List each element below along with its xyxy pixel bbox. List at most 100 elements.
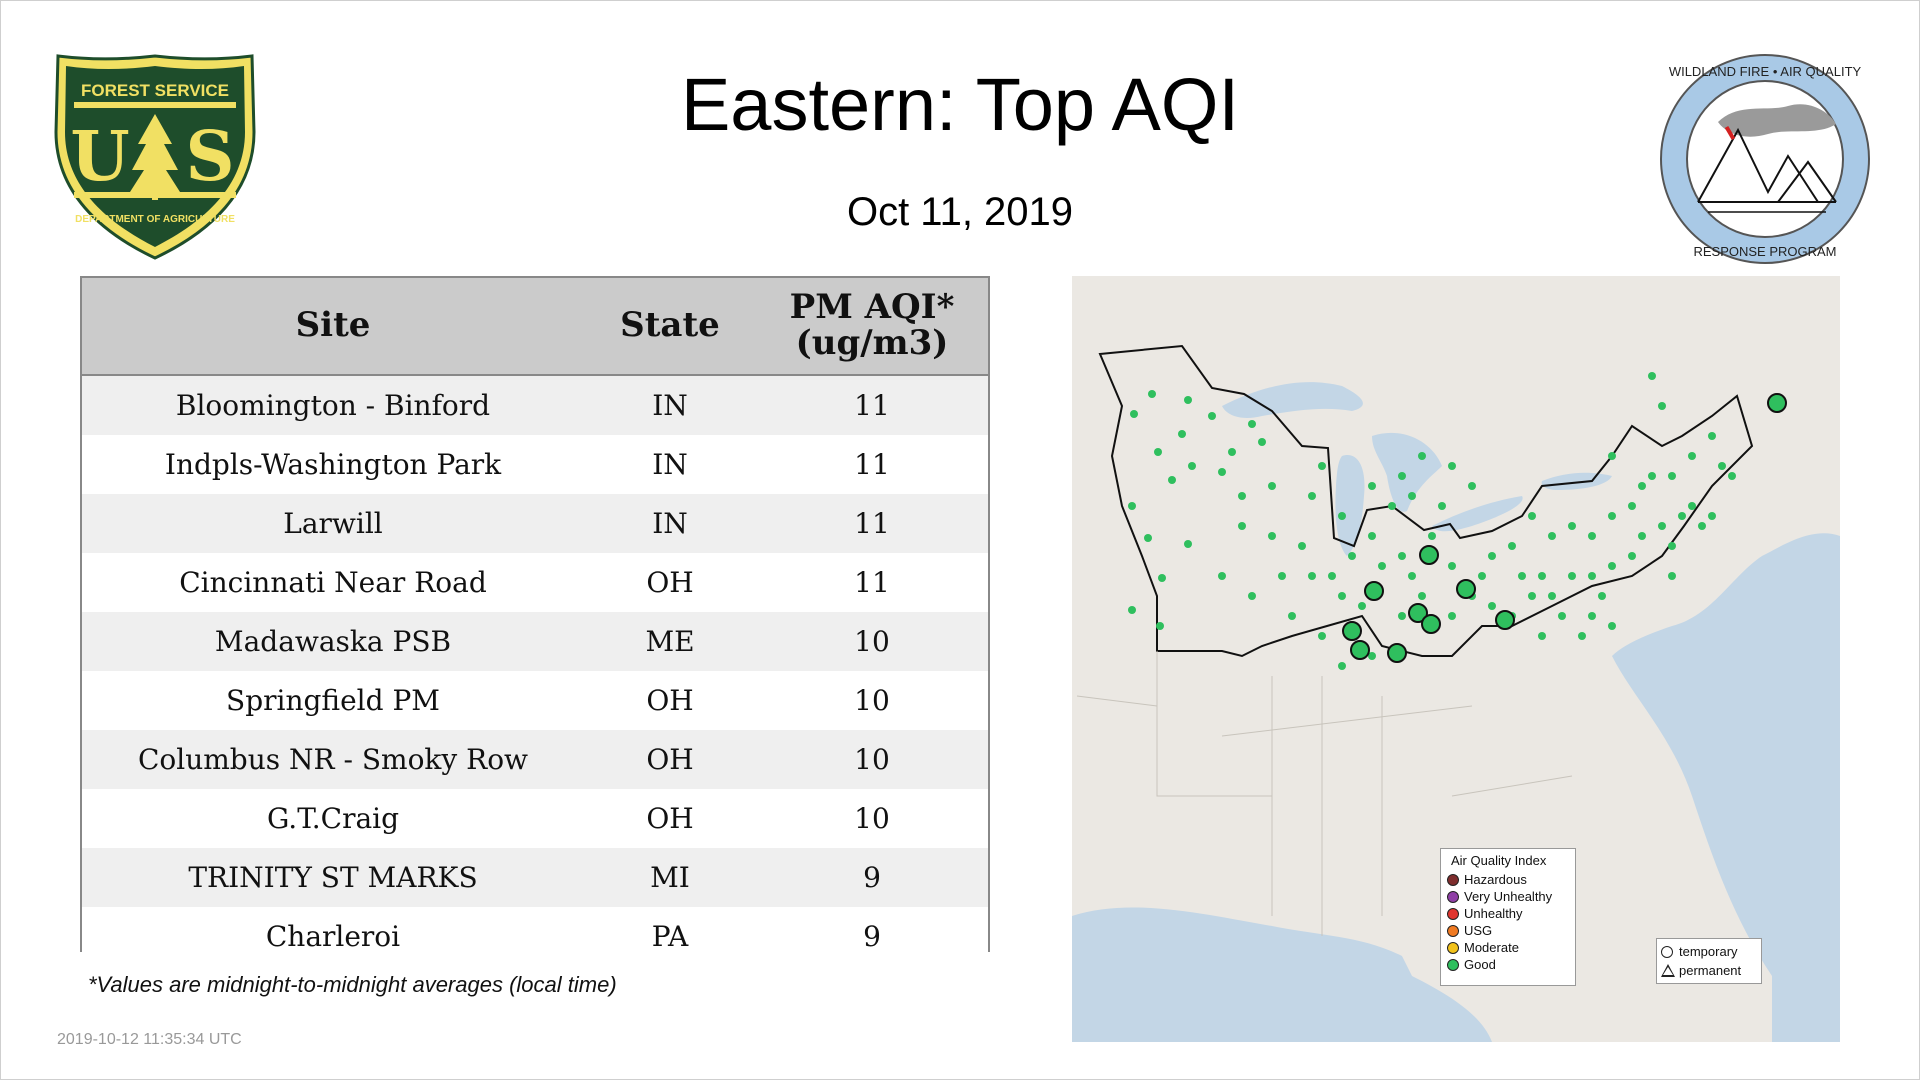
- legend-item-moderate: Moderate: [1447, 939, 1569, 956]
- top-site-marker[interactable]: [1456, 579, 1476, 599]
- cell-value: 11: [756, 375, 988, 435]
- station-dot: [1608, 622, 1616, 630]
- legend-item-permanent: permanent: [1661, 961, 1757, 980]
- station-dot: [1658, 402, 1666, 410]
- cell-state: IN: [584, 435, 756, 494]
- circle-icon: [1661, 945, 1673, 958]
- table-row: Larwill IN 11: [82, 494, 988, 553]
- cell-value: 10: [756, 789, 988, 848]
- report-date: Oct 11, 2019: [846, 190, 1074, 234]
- legend-label: temporary: [1679, 944, 1738, 959]
- cell-site: Columbus NR - Smoky Row: [82, 730, 584, 789]
- top-site-marker[interactable]: [1419, 545, 1439, 565]
- station-dot: [1598, 592, 1606, 600]
- seal-bottom-text: RESPONSE PROGRAM: [1693, 244, 1836, 259]
- station-dot: [1658, 522, 1666, 530]
- cell-value: 10: [756, 612, 988, 671]
- aqi-legend: Air Quality Index Hazardous Very Unhealt…: [1440, 848, 1576, 986]
- moderate-dot-icon: [1447, 941, 1459, 954]
- top-site-marker[interactable]: [1350, 640, 1370, 660]
- station-dot: [1128, 606, 1136, 614]
- station-dot: [1548, 592, 1556, 600]
- station-dot: [1668, 472, 1676, 480]
- legend-item-good: Good: [1447, 956, 1569, 973]
- station-dot: [1218, 572, 1226, 580]
- station-dot: [1318, 632, 1326, 640]
- top-site-marker[interactable]: [1767, 393, 1787, 413]
- top-site-marker[interactable]: [1387, 643, 1407, 663]
- station-dot: [1130, 410, 1138, 418]
- table-row: TRINITY ST MARKS MI 9: [82, 848, 988, 907]
- cell-value: 10: [756, 730, 988, 789]
- cell-value: 11: [756, 435, 988, 494]
- station-dot: [1308, 492, 1316, 500]
- station-dot: [1608, 452, 1616, 460]
- legend-label: Moderate: [1464, 940, 1519, 955]
- cell-value: 9: [756, 907, 988, 966]
- station-dot: [1238, 522, 1246, 530]
- top-site-marker[interactable]: [1421, 614, 1441, 634]
- top-site-marker[interactable]: [1408, 603, 1428, 623]
- legend-label: Good: [1464, 957, 1496, 972]
- cell-state: ME: [584, 612, 756, 671]
- station-dot: [1528, 512, 1536, 520]
- station-dot: [1698, 522, 1706, 530]
- station-dot: [1368, 652, 1376, 660]
- top-aqi-table: Site State PM AQI* (ug/m3) Bloomington - …: [80, 276, 990, 966]
- station-dot: [1728, 472, 1736, 480]
- header-site: Site: [82, 278, 584, 376]
- station-dot: [1158, 574, 1166, 582]
- station-dot: [1668, 572, 1676, 580]
- monitor-type-legend: temporary permanent: [1656, 938, 1762, 984]
- station-dot: [1358, 602, 1366, 610]
- station-dot: [1208, 412, 1216, 420]
- station-dot: [1608, 512, 1616, 520]
- station-dot: [1558, 612, 1566, 620]
- top-site-marker[interactable]: [1495, 610, 1515, 630]
- wfaqrp-seal-icon: WILDLAND FIRE • AIR QUALITY RESPONSE PRO…: [1660, 54, 1870, 264]
- station-dot: [1318, 462, 1326, 470]
- station-dot: [1398, 472, 1406, 480]
- table-row: Bloomington - Binford IN 11: [82, 375, 988, 435]
- station-dot: [1298, 542, 1306, 550]
- table-row: Charleroi PA 9: [82, 907, 988, 966]
- station-dot: [1588, 572, 1596, 580]
- station-dot: [1398, 552, 1406, 560]
- cell-value: 10: [756, 671, 988, 730]
- station-dot: [1568, 572, 1576, 580]
- station-dot: [1628, 552, 1636, 560]
- generated-timestamp: 2019-10-12 11:35:34 UTC: [57, 1031, 242, 1048]
- station-dot: [1538, 572, 1546, 580]
- station-dot: [1288, 612, 1296, 620]
- station-dot: [1238, 492, 1246, 500]
- station-dot: [1218, 468, 1226, 476]
- top-site-marker[interactable]: [1342, 621, 1362, 641]
- station-dot: [1338, 662, 1346, 670]
- station-dot: [1268, 482, 1276, 490]
- cell-state: OH: [584, 553, 756, 612]
- top-site-marker[interactable]: [1364, 581, 1384, 601]
- station-dot: [1308, 572, 1316, 580]
- cell-state: PA: [584, 907, 756, 966]
- station-dot: [1448, 612, 1456, 620]
- legend-item-very-unhealthy: Very Unhealthy: [1447, 888, 1569, 905]
- triangle-icon: [1661, 964, 1675, 977]
- cell-value: 9: [756, 848, 988, 907]
- legend-label: Very Unhealthy: [1464, 889, 1553, 904]
- cell-site: Madawaska PSB: [82, 612, 584, 671]
- station-dot: [1368, 482, 1376, 490]
- station-dot: [1248, 592, 1256, 600]
- station-dot: [1608, 562, 1616, 570]
- cell-state: IN: [584, 494, 756, 553]
- station-dot: [1488, 602, 1496, 610]
- station-dot: [1518, 572, 1526, 580]
- page-title: Eastern: Top AQI: [680, 63, 1240, 146]
- station-dot: [1128, 502, 1136, 510]
- station-dot: [1648, 372, 1656, 380]
- station-dot: [1144, 534, 1152, 542]
- header-pm-aqi: PM AQI* (ug/m3): [756, 278, 988, 376]
- table-row: Springfield PM OH 10: [82, 671, 988, 730]
- table-row: Columbus NR - Smoky Row OH 10: [82, 730, 988, 789]
- station-markers: [1128, 372, 1787, 670]
- station-dot: [1528, 592, 1536, 600]
